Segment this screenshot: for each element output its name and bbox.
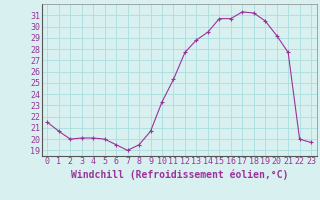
X-axis label: Windchill (Refroidissement éolien,°C): Windchill (Refroidissement éolien,°C) [70,169,288,180]
